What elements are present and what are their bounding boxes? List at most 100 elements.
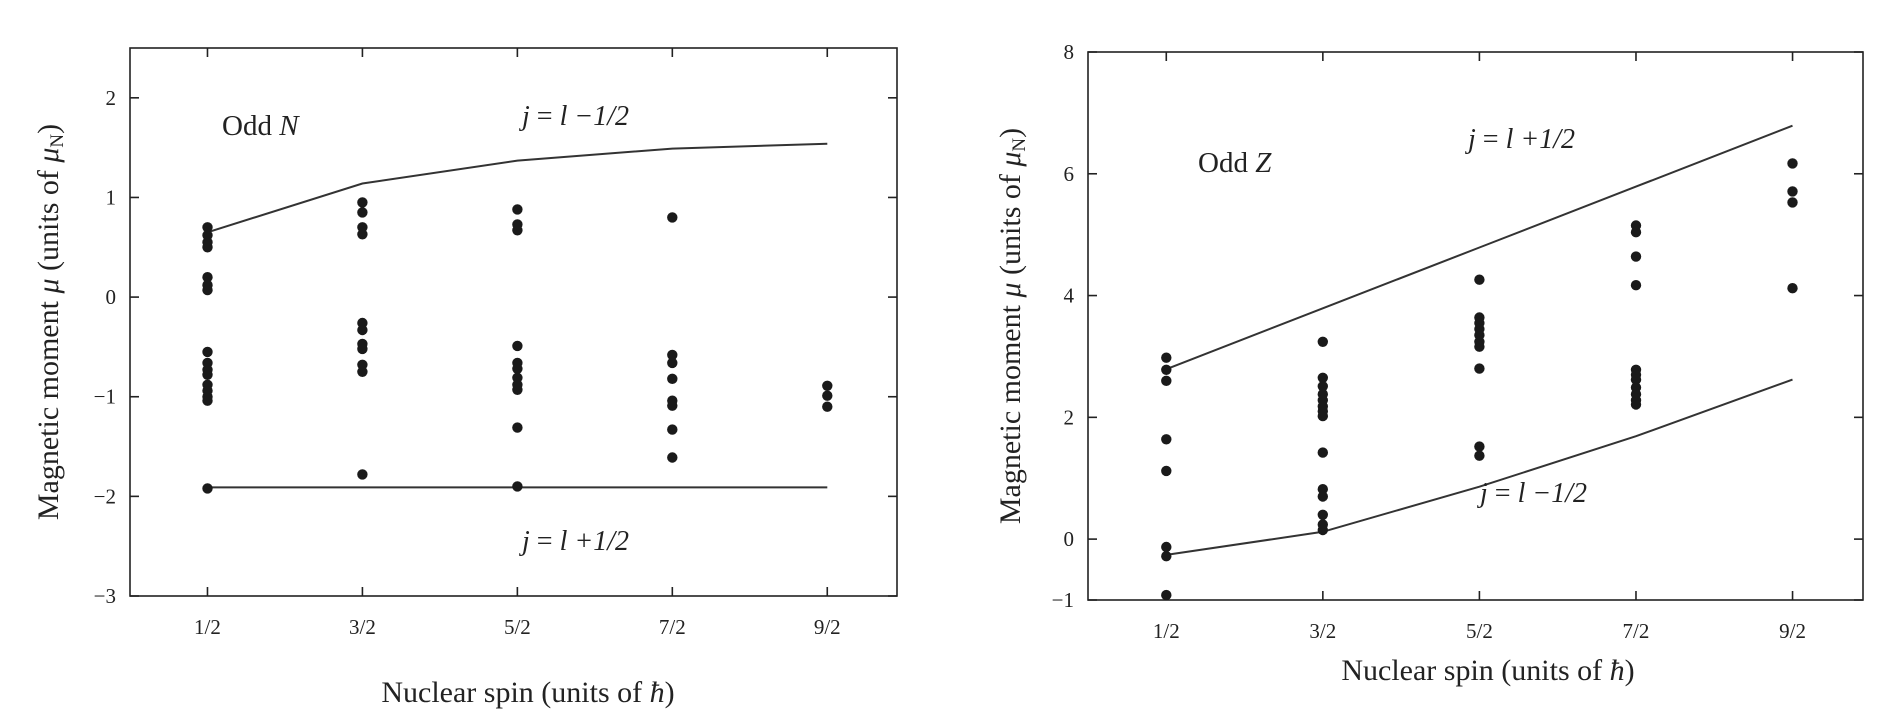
right-data-point bbox=[1317, 491, 1329, 502]
left-data-point bbox=[512, 225, 523, 236]
left-ytick-label: 1 bbox=[106, 185, 117, 209]
left-x-tick-labels: 1/2 3/2 5/2 7/2 9/2 bbox=[194, 615, 841, 639]
right-data-point bbox=[1474, 341, 1485, 352]
left-data-point bbox=[512, 422, 523, 433]
right-upper-j: j bbox=[1465, 124, 1476, 155]
left-y-tick-labels: −3 −2 −1 0 1 2 bbox=[94, 86, 116, 608]
left-data-points bbox=[202, 197, 833, 494]
left-ytick-label: −1 bbox=[94, 385, 116, 409]
left-panel-label: Odd N bbox=[222, 110, 300, 142]
left-data-point bbox=[202, 242, 213, 253]
left-xlabel-main: Nuclear spin (units of bbox=[381, 676, 649, 709]
right-data-point bbox=[1317, 484, 1329, 495]
right-xtick-label: 5/2 bbox=[1466, 619, 1493, 643]
right-line-label-upper: j = l +1/2 bbox=[1465, 124, 1575, 155]
right-lower-j: j bbox=[1477, 478, 1488, 509]
left-xtick-label: 9/2 bbox=[814, 615, 841, 639]
left-data-point bbox=[667, 357, 678, 369]
right-model-lines bbox=[1165, 124, 1793, 556]
left-ylabel-sub: N bbox=[47, 134, 68, 148]
right-ylabel-close: ) bbox=[994, 128, 1027, 138]
right-lower-eq: = bbox=[1488, 478, 1518, 509]
right-ylabel-mu: μ bbox=[994, 282, 1027, 298]
left-data-point bbox=[667, 373, 678, 384]
left-panel-label-var: N bbox=[278, 110, 300, 142]
left-data-point bbox=[667, 400, 678, 411]
right-data-point bbox=[1161, 551, 1172, 562]
right-xtick-label: 9/2 bbox=[1779, 619, 1806, 643]
left-data-point bbox=[512, 384, 523, 395]
right-ytick-label: 2 bbox=[1064, 405, 1075, 429]
right-ytick-label: 6 bbox=[1064, 162, 1075, 186]
right-data-point bbox=[1787, 186, 1798, 197]
left-ylabel-mu: μ bbox=[32, 278, 65, 294]
right-x-tick-labels: 1/2 3/2 5/2 7/2 9/2 bbox=[1153, 619, 1806, 643]
right-data-point bbox=[1474, 274, 1485, 285]
left-data-point bbox=[357, 324, 368, 336]
right-data-point bbox=[1161, 375, 1172, 386]
right-data-point bbox=[1474, 441, 1485, 452]
left-data-point bbox=[667, 424, 678, 435]
right-xlabel-hbar: ħ bbox=[1610, 654, 1625, 687]
left-data-point bbox=[512, 363, 523, 374]
left-ticks bbox=[130, 48, 897, 597]
right-data-point bbox=[1161, 434, 1172, 445]
left-data-point bbox=[357, 197, 368, 208]
right-data-point bbox=[1317, 410, 1329, 422]
left-ytick-label: −3 bbox=[94, 584, 116, 608]
right-data-point bbox=[1317, 447, 1329, 458]
left-data-point bbox=[202, 346, 213, 358]
right-ytick-label: 8 bbox=[1064, 40, 1075, 64]
left-plot-frame bbox=[129, 47, 898, 597]
right-data-point bbox=[1787, 283, 1798, 294]
left-ylabel-close: ) bbox=[32, 124, 65, 134]
right-upper-l: l bbox=[1506, 124, 1514, 155]
right-lower-rest: −1/2 bbox=[1525, 478, 1587, 509]
right-xlabel-main: Nuclear spin (units of bbox=[1341, 654, 1609, 687]
right-chart-odd-z: −1 0 2 4 6 8 1/2 3/2 5/2 7/2 9/2 Odd Z j = l +1/2… bbox=[994, 40, 1864, 687]
right-data-point bbox=[1161, 541, 1172, 553]
right-data-point bbox=[1317, 381, 1329, 392]
right-data-point bbox=[1161, 352, 1172, 363]
left-upper-l: l bbox=[560, 101, 568, 132]
right-panel-label: Odd Z bbox=[1198, 147, 1272, 179]
left-data-point bbox=[822, 380, 833, 391]
right-upper-eq: = bbox=[1476, 124, 1506, 155]
left-data-point bbox=[667, 452, 678, 463]
right-data-point bbox=[1317, 524, 1329, 536]
right-x-axis-label: Nuclear spin (units of ħ) bbox=[1341, 654, 1634, 687]
right-model-line-lower bbox=[1166, 378, 1793, 556]
left-lower-j: j bbox=[519, 526, 530, 557]
right-data-point bbox=[1474, 450, 1485, 461]
left-ylabel-units: (units of bbox=[32, 163, 65, 279]
left-data-point bbox=[202, 222, 213, 233]
right-ytick-label: 0 bbox=[1064, 527, 1075, 551]
left-data-point bbox=[667, 349, 678, 361]
left-data-point bbox=[202, 395, 213, 406]
right-ylabel-sub: N bbox=[1009, 138, 1030, 152]
right-ytick-label: 4 bbox=[1064, 284, 1075, 308]
left-data-point bbox=[202, 483, 213, 494]
right-y-axis-label: Magnetic moment μ (units of μN) bbox=[994, 128, 1030, 524]
right-xtick-label: 7/2 bbox=[1623, 619, 1650, 643]
left-lower-l: l bbox=[560, 526, 568, 557]
right-line-label-lower: j = l −1/2 bbox=[1477, 478, 1587, 509]
left-line-label-upper: j = l −1/2 bbox=[519, 101, 629, 132]
left-lower-eq: = bbox=[530, 526, 560, 557]
left-ylabel-main: Magnetic moment bbox=[32, 294, 65, 521]
right-xtick-label: 1/2 bbox=[1153, 619, 1180, 643]
left-data-point bbox=[202, 272, 213, 283]
left-ytick-label: 2 bbox=[106, 86, 117, 110]
left-model-lines bbox=[207, 142, 828, 489]
right-data-point bbox=[1161, 589, 1172, 601]
right-model-line-upper bbox=[1165, 124, 1793, 371]
right-data-point bbox=[1787, 197, 1798, 208]
right-data-point bbox=[1317, 509, 1329, 520]
right-data-point bbox=[1630, 399, 1642, 410]
right-data-points bbox=[1161, 158, 1798, 601]
left-xtick-label: 1/2 bbox=[194, 615, 221, 639]
right-data-point bbox=[1317, 336, 1329, 347]
left-data-point bbox=[822, 390, 833, 401]
left-ytick-label: 0 bbox=[106, 285, 117, 309]
left-chart-odd-n: −3 −2 −1 0 1 2 1/2 3/2 5/2 7/2 9/2 Odd N j = l −1… bbox=[32, 47, 898, 709]
